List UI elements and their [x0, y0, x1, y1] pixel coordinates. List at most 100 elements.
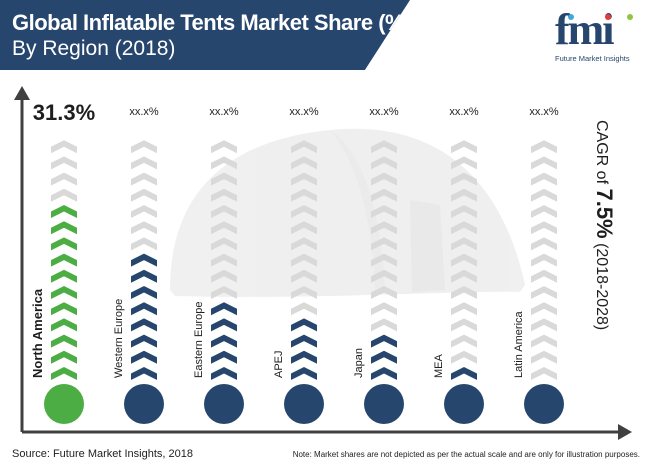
bar-chevron-empty [451, 253, 477, 267]
bar-chevron-empty [211, 205, 237, 218]
bar-value-label: xx.x% [369, 106, 399, 118]
bar-chevron-filled [211, 350, 237, 364]
bar-column: xx.x% Latin America [513, 106, 564, 424]
bar-chevron-empty [451, 188, 477, 202]
cagr-value: 7.5% [592, 188, 617, 238]
bar-chevron-filled [371, 350, 397, 364]
bar-chevron-empty [51, 140, 77, 154]
cagr-period: (2018-2028) [593, 239, 610, 331]
bar-chevron-empty [451, 302, 477, 316]
bar-chevron-empty [531, 172, 557, 186]
bar-chevron-empty [451, 269, 477, 283]
bar-chevron-empty [451, 237, 477, 251]
bar-chevron-filled [131, 253, 157, 267]
bar-chevron-empty [371, 253, 397, 267]
category-label: MEA [433, 354, 445, 379]
bar-chevron-empty [371, 188, 397, 202]
bar-chevron-filled [51, 318, 77, 332]
bar-chevron-empty [291, 269, 317, 283]
bar-chevron-empty [371, 156, 397, 170]
bar-base-circle [364, 384, 404, 424]
bar-chevron-filled [291, 350, 317, 364]
bar-column: xx.x% Eastern Europe [193, 106, 244, 424]
bar-chevron-filled [51, 286, 77, 299]
bar-chevron-empty [531, 286, 557, 299]
bar-chevron-empty [451, 221, 477, 235]
bar-chevron-empty [211, 156, 237, 170]
logo-dot [627, 14, 633, 20]
bar-chevron-empty [451, 205, 477, 218]
bar-chevron-empty [211, 221, 237, 235]
bar-base-circle [44, 384, 84, 424]
bar-chevron-filled [291, 334, 317, 348]
bar-chevron-empty [131, 205, 157, 218]
fmi-logo: fmi Future Market Insights [555, 5, 645, 70]
bar-chevron-empty [291, 188, 317, 202]
bar-chevron-empty [291, 205, 317, 218]
axes [14, 86, 632, 440]
bar-chevron-filled [371, 334, 397, 348]
bar-chevron-filled [131, 302, 157, 316]
bar-chevron-empty [451, 156, 477, 170]
bar-chevron-filled [131, 286, 157, 299]
disclaimer-note: Note: Market shares are not depicted as … [292, 450, 640, 459]
bar-chevron-filled [211, 318, 237, 332]
bar-chevron-empty [131, 237, 157, 251]
category-label: Japan [353, 348, 365, 378]
source-note: Source: Future Market Insights, 2018 [12, 448, 193, 460]
bar-chevron-filled [131, 318, 157, 332]
bar-chevron-empty [51, 188, 77, 202]
title-banner: Global Inflatable Tents Market Share (%)… [0, 0, 410, 70]
bar-chevron-filled [51, 350, 77, 364]
bar-chevron-empty [531, 221, 557, 235]
chart-subtitle: By Region (2018) [12, 37, 176, 60]
bar-chevron-filled [131, 269, 157, 283]
bar-chevron-empty [371, 205, 397, 218]
bar-chevron-empty [451, 286, 477, 299]
bar-chevron-empty [531, 269, 557, 283]
bar-value-label: xx.x% [529, 106, 559, 118]
svg-text:CAGR of 7.5% (2018-2028): CAGR of 7.5% (2018-2028) [592, 120, 617, 330]
bar-column: xx.x% MEA [433, 106, 484, 424]
bar-chevron-empty [531, 334, 557, 348]
bar-value-label: xx.x% [129, 106, 159, 118]
bar-chevron-empty [451, 350, 477, 364]
bar-chevron-empty [211, 286, 237, 299]
bar-column: xx.x% APEJ [273, 106, 324, 424]
bar-chevron-empty [371, 172, 397, 186]
bar-base-circle [524, 384, 564, 424]
bar-chevron-empty [211, 237, 237, 251]
bar-chevron-empty [51, 172, 77, 186]
bar-chevron-empty [51, 156, 77, 170]
bar-chevron-filled [371, 367, 397, 380]
bar-chevron-filled [51, 269, 77, 283]
bar-chevron-empty [371, 269, 397, 283]
bar-chevron-filled [51, 302, 77, 316]
bar-column: xx.x% Japan [353, 106, 404, 424]
bar-chevron-filled [131, 367, 157, 380]
bar-chevron-filled [51, 205, 77, 218]
bar-base-circle [444, 384, 484, 424]
bar-chevron-filled [51, 334, 77, 348]
bar-chevron-filled [211, 367, 237, 380]
bar-chevron-empty [531, 367, 557, 380]
bar-chevron-empty [531, 302, 557, 316]
bar-chevron-filled [51, 237, 77, 251]
category-label: North America [30, 288, 45, 378]
bar-chevron-empty [531, 318, 557, 332]
bar-chevron-empty [371, 221, 397, 235]
bar-chevron-empty [291, 221, 317, 235]
bar-chevron-empty [131, 172, 157, 186]
logo-tagline: Future Market Insights [555, 54, 630, 63]
bar-chevron-empty [291, 253, 317, 267]
bar-chevron-empty [451, 318, 477, 332]
bar-chevron-empty [211, 140, 237, 154]
bar-value-label: xx.x% [449, 106, 479, 118]
bar-chevron-filled [51, 253, 77, 267]
category-label: Eastern Europe [193, 302, 205, 378]
bar-chevron-empty [371, 302, 397, 316]
bar-chevron-empty [531, 140, 557, 154]
bar-chevron-empty [451, 334, 477, 348]
bar-chevron-empty [371, 237, 397, 251]
bar-chevron-empty [211, 253, 237, 267]
